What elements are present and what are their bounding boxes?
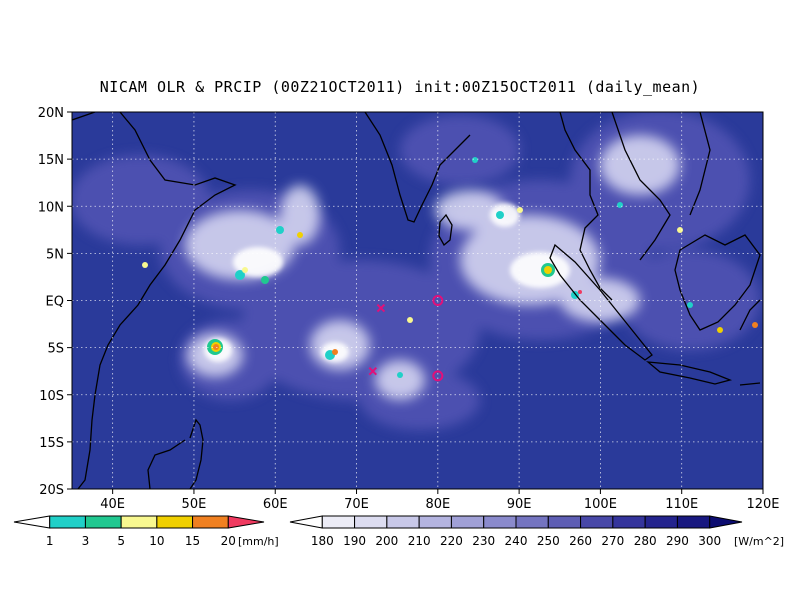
lat-tick-label: 15N <box>38 153 64 168</box>
marker-cross-1 <box>376 303 386 313</box>
olr-legend-swatch <box>515 515 549 529</box>
olr-legend-label: 230 <box>472 534 495 548</box>
olr-legend-swatch <box>612 515 646 529</box>
olr-legend-swatch <box>676 515 711 529</box>
precip-legend: 1 3 5 10 15 20 [mm/h] <box>13 515 279 548</box>
olr-legend-label: 220 <box>440 534 463 548</box>
precip-legend-swatch <box>120 515 158 529</box>
olr-legend-swatch <box>354 515 388 529</box>
olr-legend-label: 260 <box>569 534 592 548</box>
olr-legend-label: 180 <box>311 534 334 548</box>
lon-tick-label: 60E <box>263 497 288 512</box>
lat-tick-label: 20S <box>39 483 64 498</box>
lat-tick-label: 20N <box>38 106 64 121</box>
marker-circle-1 <box>432 295 444 306</box>
coastlines <box>72 112 761 489</box>
precip-layer <box>142 157 758 378</box>
marker-cross-2 <box>368 366 377 376</box>
precip-legend-high-arrow <box>227 515 265 529</box>
lat-tick-label: 5N <box>46 247 64 262</box>
olr-legend-low-arrow <box>289 515 323 529</box>
olr-legend-label: 280 <box>634 534 657 548</box>
precip-legend-low-arrow <box>13 515 51 529</box>
olr-legend-swatch <box>321 515 356 529</box>
olr-legend-swatch <box>418 515 452 529</box>
olr-legend-swatch <box>580 515 614 529</box>
precip-legend-swatch <box>84 515 122 529</box>
lon-tick-label: 40E <box>100 497 125 512</box>
olr-legend-label: 290 <box>666 534 689 548</box>
olr-legend-unit: [W/m^2] <box>734 535 784 548</box>
olr-legend-label: 240 <box>505 534 528 548</box>
precip-legend-swatch <box>192 515 229 529</box>
olr-legend-swatch <box>483 515 517 529</box>
axis-ticks: 40E 50E 60E 70E 80E 90E 100E 110E 120E 20N 15N 10N 5… <box>38 106 780 512</box>
lon-tick-label: 100E <box>584 497 617 512</box>
olr-legend-swatch <box>386 515 420 529</box>
lon-tick-label: 120E <box>746 497 779 512</box>
lat-tick-label: EQ <box>46 295 64 310</box>
markers <box>368 295 444 382</box>
olr-legend-high-arrow <box>709 515 743 529</box>
map-title: NICAM OLR & PRCIP (00Z21OCT2011) init:00… <box>99 78 701 96</box>
precip-legend-label: 10 <box>149 534 164 548</box>
lat-tick-label: 10N <box>38 200 64 215</box>
precip-legend-label: 15 <box>185 534 200 548</box>
olr-legend-label: 270 <box>601 534 624 548</box>
precip-legend-unit: [mm/h] <box>238 535 279 548</box>
lon-tick-label: 90E <box>507 497 532 512</box>
lon-tick-label: 50E <box>182 497 207 512</box>
precip-legend-label: 20 <box>221 534 236 548</box>
olr-legend-label: 190 <box>343 534 366 548</box>
precip-legend-swatch <box>156 515 194 529</box>
precip-legend-label: 3 <box>82 534 90 548</box>
olr-legend-label: 250 <box>537 534 560 548</box>
lon-tick-label: 70E <box>344 497 369 512</box>
olr-legend-swatch <box>547 515 582 529</box>
olr-legend-swatch <box>644 515 678 529</box>
olr-legend-label: 210 <box>408 534 431 548</box>
olr-core-layer <box>204 203 570 362</box>
precip-legend-label: 5 <box>117 534 125 548</box>
olr-legend-label: 200 <box>375 534 398 548</box>
precip-legend-swatch <box>49 515 86 529</box>
olr-legend-label: 300 <box>698 534 721 548</box>
lat-tick-label: 15S <box>39 436 64 451</box>
lon-tick-label: 80E <box>425 497 450 512</box>
olr-legend-swatch <box>450 515 485 529</box>
precip-legend-label: 1 <box>46 534 54 548</box>
lat-tick-label: 5S <box>47 342 64 357</box>
olr-legend: 180 190 200 210 220 230 240 250 260 270 280 290 300 [… <box>289 515 784 548</box>
lon-tick-label: 110E <box>665 497 698 512</box>
marker-circle-2 <box>432 370 444 382</box>
lat-tick-label: 10S <box>39 389 64 404</box>
